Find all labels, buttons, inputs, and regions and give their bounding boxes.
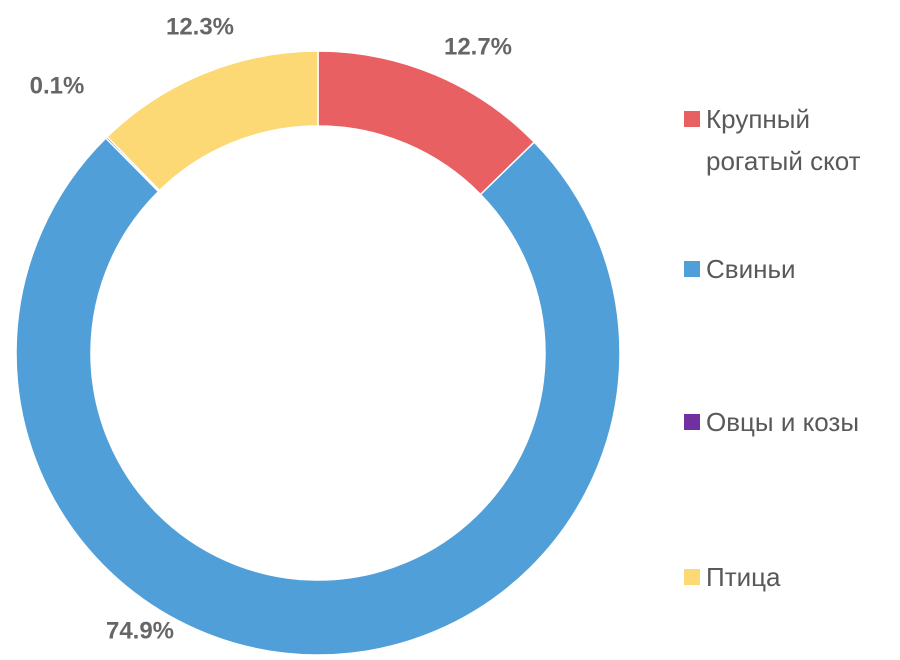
- legend-swatch: [684, 261, 700, 277]
- legend-item: Крупный рогатый скот: [684, 98, 891, 182]
- legend-swatch: [684, 414, 700, 430]
- legend-item: Овцы и козы: [684, 401, 891, 443]
- legend-swatch: [684, 111, 700, 127]
- legend-item: Свиньи: [684, 248, 891, 290]
- donut-slice: [106, 50, 319, 192]
- legend-label: Овцы и козы: [706, 407, 860, 437]
- donut-slice: [15, 137, 621, 656]
- legend-label: Свиньи: [706, 254, 796, 284]
- data-label: 12.3%: [166, 13, 234, 40]
- legend-label: Крупный рогатый скот: [706, 104, 861, 176]
- legend-item: Птица: [684, 556, 891, 598]
- data-label: 0.1%: [30, 72, 85, 99]
- data-label: 12.7%: [444, 33, 512, 60]
- legend-swatch: [684, 569, 700, 585]
- legend-label: Птица: [706, 562, 781, 592]
- data-label: 74.9%: [106, 617, 174, 644]
